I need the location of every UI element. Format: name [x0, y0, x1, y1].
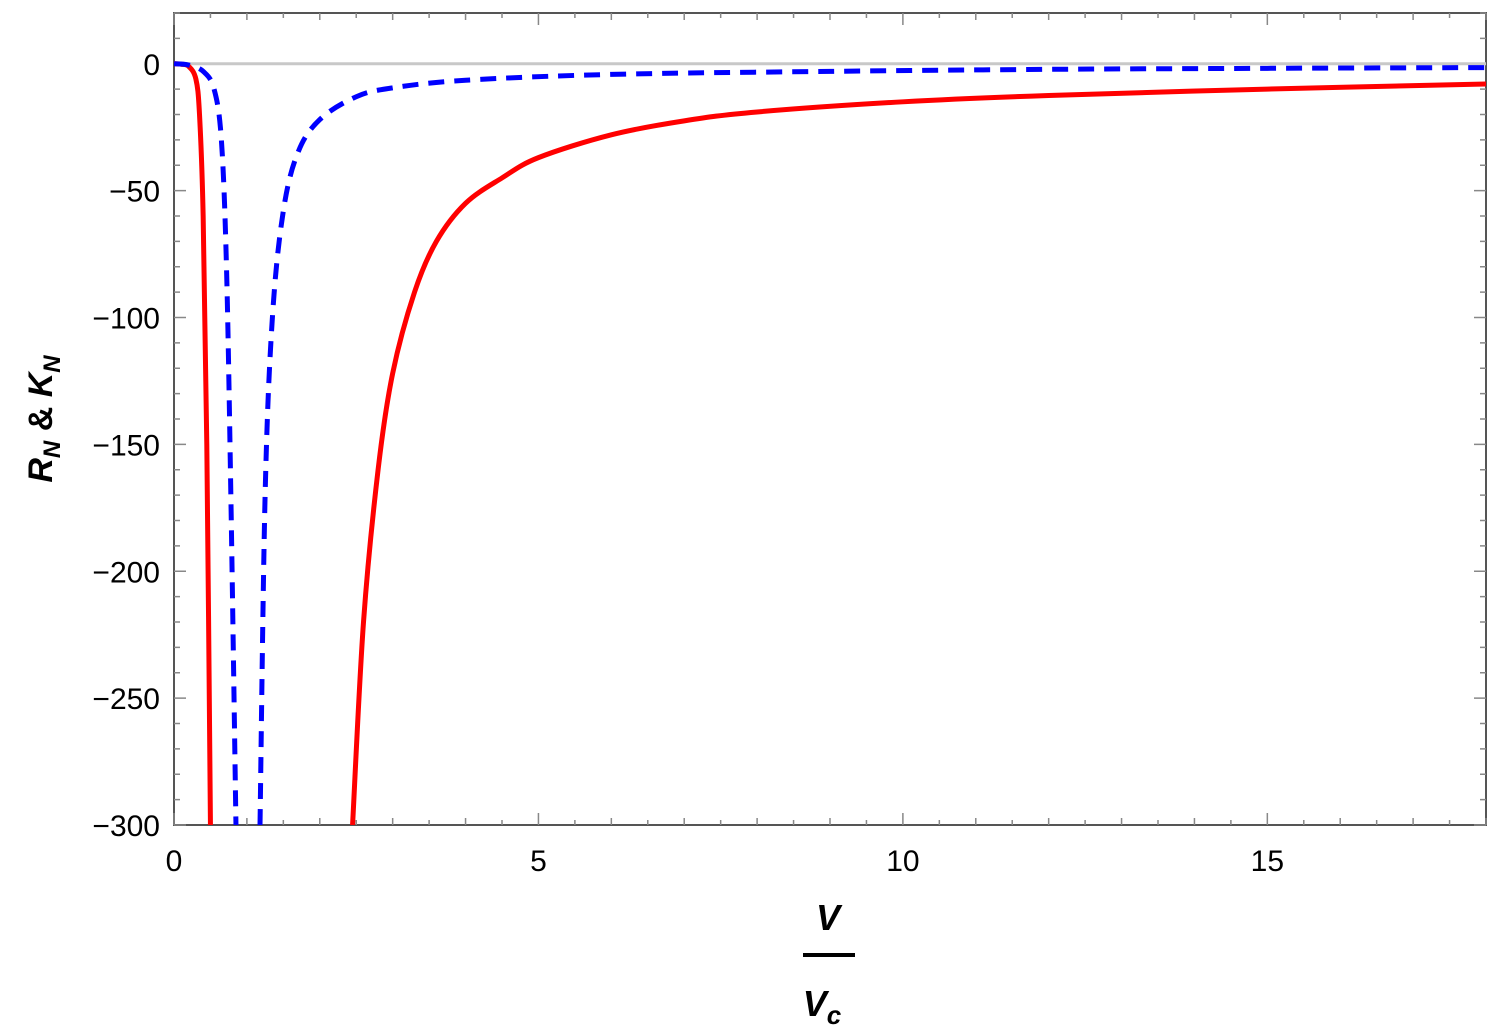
x-tick-label: 0	[166, 845, 183, 878]
y-label-r-sub: N	[39, 440, 66, 458]
plot-frame	[173, 12, 1487, 826]
y-label-r: R	[22, 458, 60, 483]
x-tick-label: 10	[886, 845, 919, 878]
y-tick-label: −50	[109, 176, 160, 209]
y-tick-label: −200	[92, 556, 160, 589]
y-tick-label: −150	[92, 429, 160, 462]
x-label-denominator-main: V	[803, 983, 830, 1024]
y-label-amp: &	[22, 397, 60, 440]
y-tick-label: 0	[143, 49, 160, 82]
y-tick-label: −250	[92, 683, 160, 716]
x-label-denominator-sub: c	[827, 1000, 842, 1030]
series-layer	[174, 61, 1486, 825]
x-label-numerator: V	[816, 897, 843, 938]
x-tick-label: 15	[1251, 845, 1284, 878]
y-label-k-sub: N	[39, 355, 66, 373]
y-label-k: K	[22, 370, 60, 397]
y-tick-label: −100	[92, 303, 160, 336]
x-label-denominator: Vc	[803, 983, 842, 1030]
x-tick-label: 5	[530, 845, 547, 878]
series-2-right-branch	[257, 65, 1486, 825]
axis-tick-labels: 0 5 10 15 0 −50 −100 −150 −200 −250 −300	[92, 49, 1284, 878]
y-tick-label: −300	[92, 810, 160, 843]
series-1-right-branch	[350, 81, 1486, 825]
y-axis-title: RN & KN	[22, 355, 66, 483]
axis-ticks	[173, 12, 1487, 826]
